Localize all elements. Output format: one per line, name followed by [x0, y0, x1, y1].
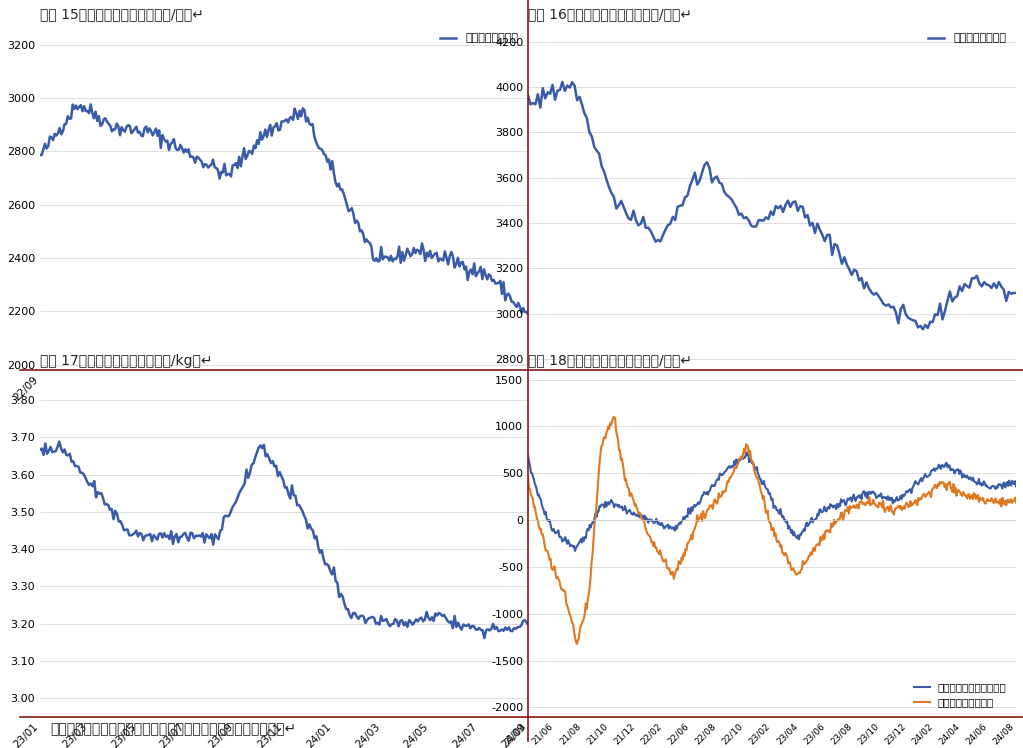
Legend: 全国豆粕均价走势: 全国豆粕均价走势	[923, 29, 1011, 48]
Text: 来源：同花顺，博亚和讯，钢联数据库，广州金控期货研究中心↵: 来源：同花顺，博亚和讯，钢联数据库，广州金控期货研究中心↵	[50, 722, 296, 736]
Legend: 养殖利润：自繁自养生猪, 养殖利润：外购仔猪: 养殖利润：自繁自养生猪, 养殖利润：外购仔猪	[909, 678, 1011, 711]
Text: 图表 16：全国豆粕均价走势（元/吨）↵: 图表 16：全国豆粕均价走势（元/吨）↵	[528, 7, 692, 21]
Text: 图表 17：全国生猪饲料均价（元/kg）↵: 图表 17：全国生猪饲料均价（元/kg）↵	[40, 354, 213, 367]
Text: 图表 15：全国玉米均价走势（元/吨）↵: 图表 15：全国玉米均价走势（元/吨）↵	[40, 7, 204, 21]
Legend: 全国玉米均价走势: 全国玉米均价走势	[435, 29, 523, 48]
Text: 图表 18：全国生猪养殖利润（元/头）↵: 图表 18：全国生猪养殖利润（元/头）↵	[528, 354, 692, 367]
